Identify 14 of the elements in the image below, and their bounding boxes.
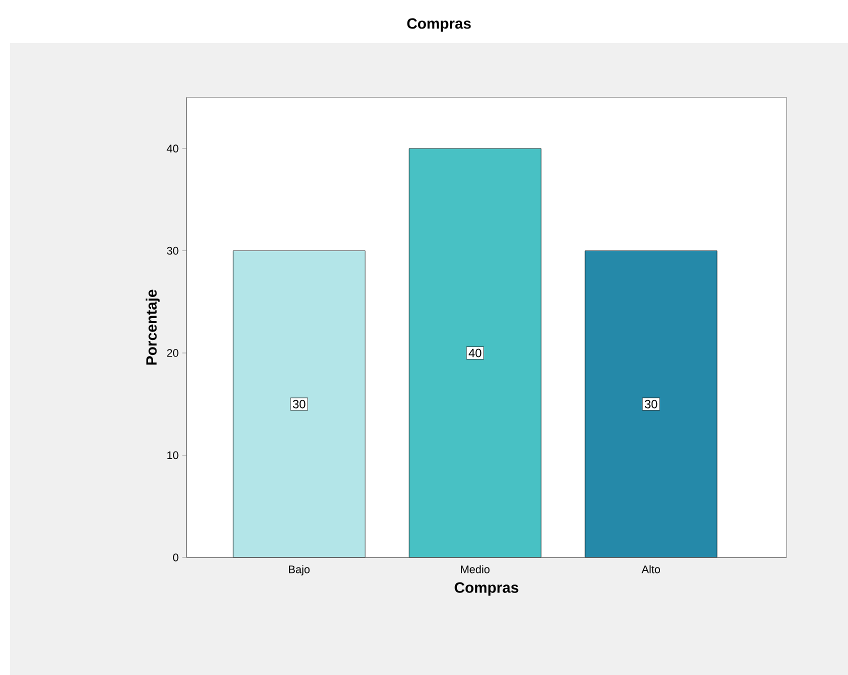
x-tick-label: Alto <box>642 565 660 574</box>
data-label: 30 <box>292 400 306 408</box>
y-tick-label: 40 <box>166 144 178 152</box>
chart-title: Compras <box>407 18 471 32</box>
data-label: 40 <box>468 348 482 358</box>
y-tick-label: 20 <box>167 349 178 357</box>
y-axis-title: Porcentaje <box>146 290 160 365</box>
y-tick-label: 30 <box>166 246 178 255</box>
data-label: 30 <box>644 400 658 408</box>
x-axis-title: Compras <box>454 582 518 596</box>
x-tick-label: Medio <box>461 565 490 574</box>
y-tick-label: 0 <box>173 554 178 562</box>
x-tick-label: Bajo <box>289 565 310 576</box>
y-tick-label: 10 <box>167 451 178 460</box>
